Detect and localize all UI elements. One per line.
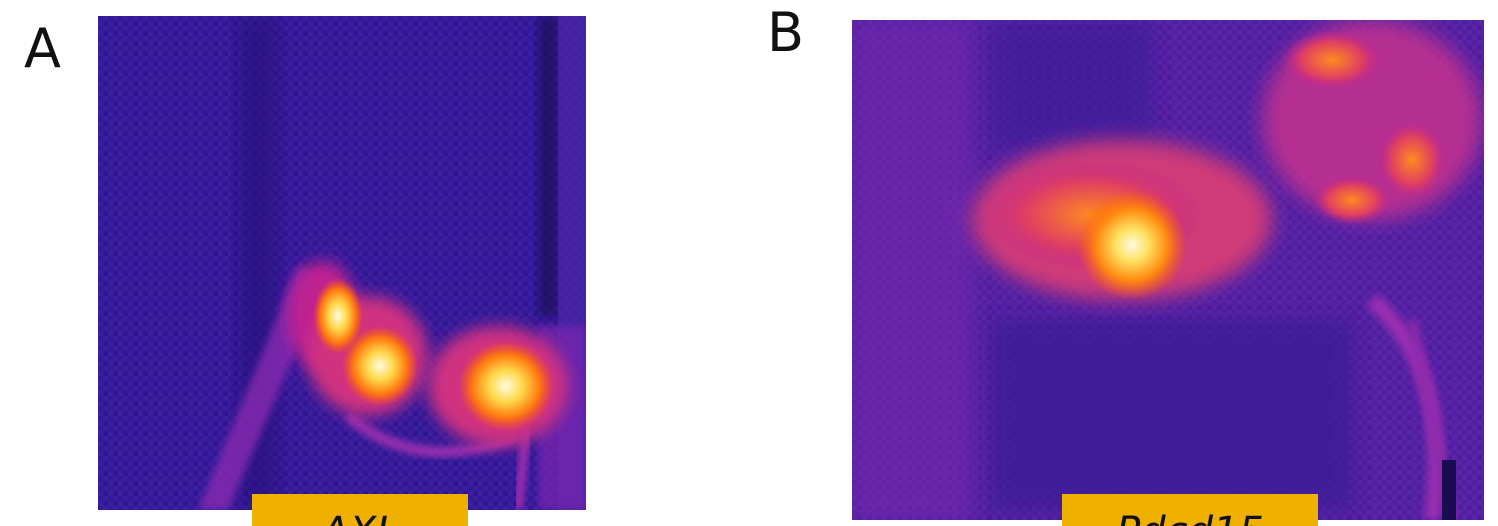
panel-b-label: B xyxy=(767,1,805,64)
caption-a: AXL xyxy=(252,494,468,526)
thermal-image-b-graphic xyxy=(852,20,1484,520)
thermal-image-a-graphic xyxy=(98,16,586,510)
thermal-image-a xyxy=(98,16,586,510)
panel-a-label: A xyxy=(24,17,61,80)
caption-b: Pdcd15 xyxy=(1062,494,1318,526)
thermal-image-b xyxy=(852,20,1484,520)
